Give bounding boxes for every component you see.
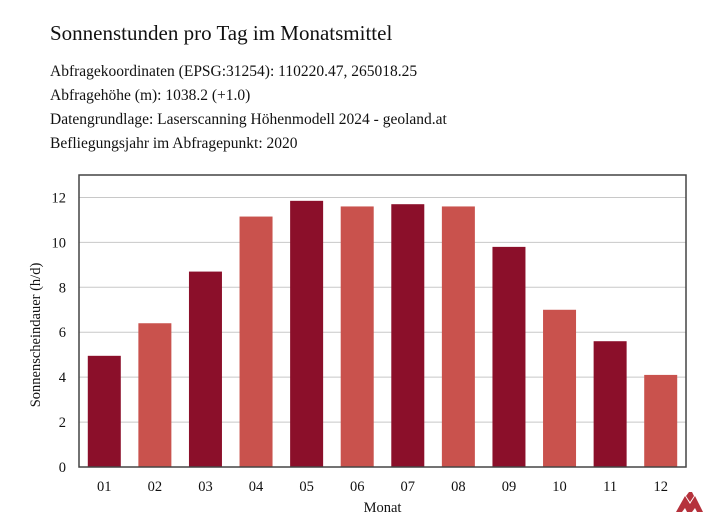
x-axis-ticks: 01 02 03 04 05 06 07 08 09 10 11 12 [97, 479, 668, 495]
data-source: Datengrundlage: Laserscanning Höhenmodel… [50, 111, 447, 128]
x-tick-label: 01 [97, 479, 112, 495]
query-height: Abfragehöhe (m): 1038.2 (+1.0) [50, 87, 251, 104]
x-tick-label: 12 [653, 479, 668, 495]
x-tick-label: 07 [401, 479, 416, 495]
bar-02 [138, 323, 172, 467]
y-tick-label: 2 [59, 415, 66, 431]
y-tick-label: 12 [52, 190, 67, 206]
plot-frame [78, 174, 687, 468]
y-axis-ticks: 0 2 4 6 8 10 12 [52, 190, 67, 476]
bar-12 [644, 374, 678, 467]
x-tick-label: 11 [603, 479, 617, 495]
y-axis-label: Sonnenscheindauer (h/d) [28, 263, 44, 408]
x-tick-label: 04 [249, 479, 264, 495]
bar-01 [87, 355, 121, 467]
x-axis-label: Monat [364, 500, 402, 516]
x-tick-label: 10 [552, 479, 567, 495]
y-tick-label: 10 [52, 235, 67, 251]
query-info: Abfragekoordinaten (EPSG:31254): 110220.… [50, 60, 447, 156]
y-tick-label: 6 [59, 325, 66, 341]
flight-year: Befliegungsjahr im Abfragepunkt: 2020 [50, 135, 298, 152]
y-tick-label: 4 [59, 370, 67, 386]
bar-05 [290, 200, 324, 468]
y-tick-label: 0 [59, 460, 66, 476]
bar-07 [391, 204, 425, 467]
y-tick-label: 8 [59, 280, 66, 296]
x-tick-label: 05 [299, 479, 314, 495]
bar-08 [441, 206, 475, 467]
bar-04 [239, 216, 273, 467]
x-tick-label: 08 [451, 479, 466, 495]
bar-10 [543, 309, 577, 467]
x-tick-label: 06 [350, 479, 365, 495]
query-coordinates: Abfragekoordinaten (EPSG:31254): 110220.… [50, 63, 418, 80]
bar-11 [593, 341, 627, 467]
bars [87, 200, 678, 468]
chart-title: Sonnenstunden pro Tag im Monatsmittel [50, 21, 393, 45]
x-tick-label: 03 [198, 479, 213, 495]
bar-06 [340, 206, 374, 467]
x-tick-label: 09 [502, 479, 517, 495]
bar-03 [188, 271, 222, 467]
bar-09 [492, 246, 526, 467]
geoland-logo-icon [676, 492, 703, 512]
x-tick-label: 02 [148, 479, 163, 495]
